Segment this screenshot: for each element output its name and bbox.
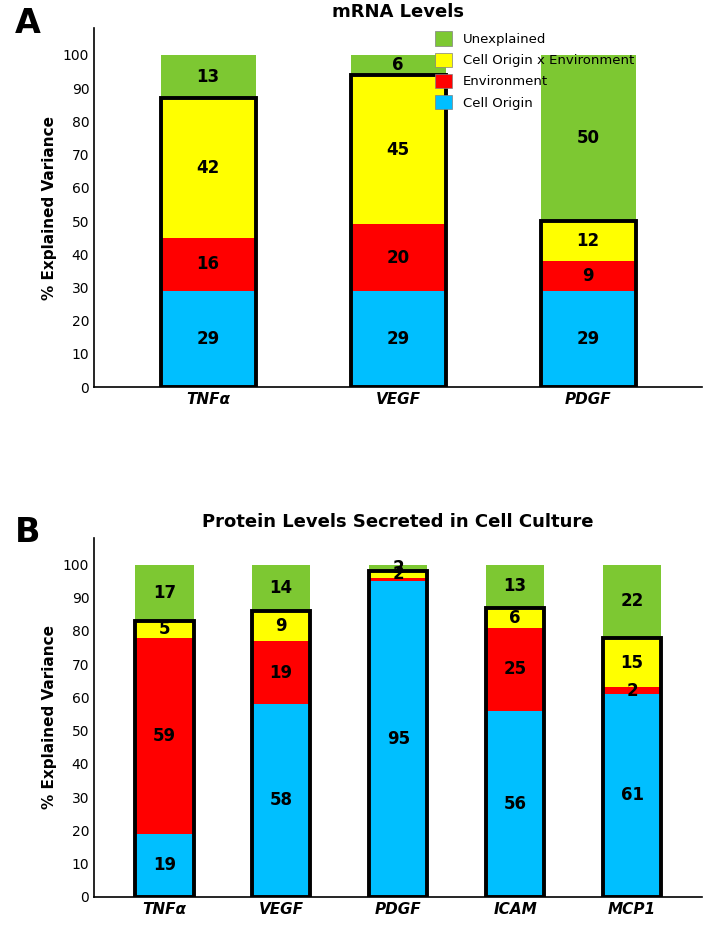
Text: 25: 25 [504,660,527,678]
Text: 13: 13 [197,68,219,86]
Bar [135,621,193,637]
Bar [135,565,193,621]
Bar [603,637,661,687]
Bar [369,578,427,582]
Bar [252,611,311,641]
Bar [369,571,427,897]
Bar [603,637,661,897]
Text: 58: 58 [270,791,292,809]
Bar [486,628,544,711]
Bar [603,687,661,694]
Text: 2: 2 [392,559,404,577]
Y-axis label: % Explained Variance: % Explained Variance [42,625,57,809]
Bar [541,291,636,387]
Bar [541,55,636,221]
Legend: Unexplained, Cell Origin x Environment, Environment, Cell Origin: Unexplained, Cell Origin x Environment, … [435,31,634,110]
Text: 12: 12 [577,232,599,250]
Text: 19: 19 [269,664,292,682]
Text: A: A [15,7,41,40]
Text: 20: 20 [387,248,410,266]
Text: 17: 17 [153,583,176,601]
Bar [135,637,193,834]
Bar [369,582,427,897]
Bar [135,621,193,897]
Bar [541,221,636,261]
Bar [252,704,311,897]
Bar [252,611,311,897]
Text: 9: 9 [275,617,287,635]
Text: 50: 50 [577,129,599,147]
Bar [350,55,446,75]
Bar [350,291,446,387]
Bar [369,571,427,578]
Text: 2: 2 [626,682,638,700]
Bar [350,225,446,291]
Text: 45: 45 [387,141,410,159]
Bar [486,608,544,897]
Text: 14: 14 [269,579,292,597]
Bar [161,291,256,387]
Bar [603,694,661,897]
Bar [603,565,661,637]
Bar [486,711,544,897]
Text: 95: 95 [387,730,410,748]
Text: 22: 22 [620,592,644,610]
Text: 13: 13 [504,577,527,595]
Title: mRNA Levels: mRNA Levels [332,3,464,21]
Bar [541,221,636,387]
Bar [161,98,256,387]
Bar [252,565,311,611]
Y-axis label: % Explained Variance: % Explained Variance [42,116,57,300]
Text: 29: 29 [196,330,220,348]
Bar [161,55,256,98]
Title: Protein Levels Secreted in Cell Culture: Protein Levels Secreted in Cell Culture [203,513,594,531]
Text: 5: 5 [159,620,170,638]
Text: 29: 29 [576,330,600,348]
Text: 6: 6 [392,56,404,74]
Bar [350,75,446,225]
Text: 29: 29 [387,330,410,348]
Text: 9: 9 [582,267,594,285]
Text: 42: 42 [196,159,220,177]
Text: 15: 15 [620,653,644,671]
Text: 56: 56 [504,795,526,813]
Bar [161,238,256,291]
Text: 16: 16 [197,255,219,273]
Bar [161,98,256,238]
Bar [369,565,427,571]
Text: 61: 61 [620,786,644,804]
Text: 2: 2 [392,565,404,583]
Bar [252,641,311,704]
Bar [350,75,446,387]
Bar [486,608,544,628]
Bar [135,834,193,897]
Text: B: B [15,516,41,549]
Text: 6: 6 [510,609,521,627]
Bar [486,565,544,608]
Text: 19: 19 [153,856,176,874]
Bar [541,261,636,291]
Text: 59: 59 [153,727,176,745]
